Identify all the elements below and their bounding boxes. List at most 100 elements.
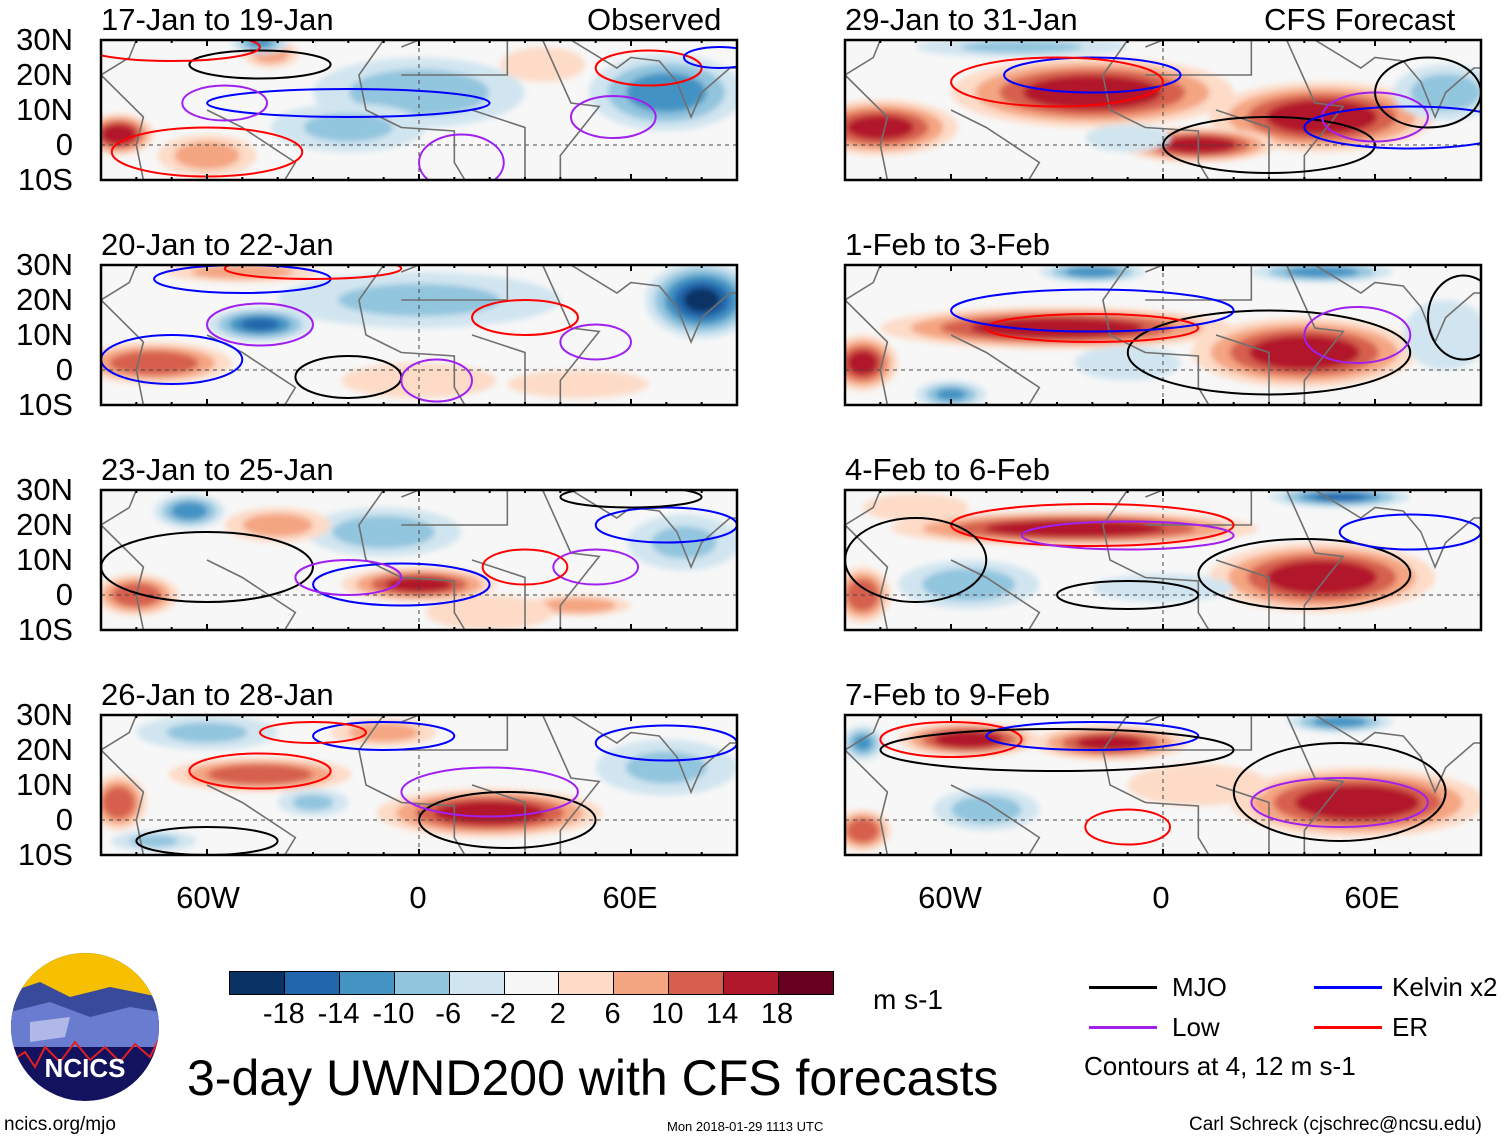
colorbar-swatch bbox=[669, 972, 725, 994]
wind-anomaly-mark bbox=[852, 822, 873, 839]
wind-anomaly-mark bbox=[1285, 266, 1359, 278]
wind-anomaly-mark bbox=[303, 113, 393, 142]
colorbar-swatch bbox=[504, 972, 560, 994]
lat-label: 10S bbox=[17, 837, 73, 872]
wind-anomaly-mark bbox=[846, 115, 914, 140]
contour-low bbox=[559, 323, 632, 361]
lat-label: 10S bbox=[17, 387, 73, 422]
legend-label-kelvin: Kelvin x2 bbox=[1392, 972, 1498, 1002]
map-panel bbox=[99, 488, 739, 632]
colorbar-label: -18 bbox=[262, 998, 305, 1030]
contour-kelvin bbox=[985, 721, 1200, 751]
contour-kelvin bbox=[1303, 105, 1481, 150]
contour-low bbox=[181, 84, 269, 122]
legend-line-low bbox=[1089, 1026, 1157, 1029]
contour-mjo bbox=[1126, 309, 1412, 396]
wind-anomaly-mark bbox=[507, 370, 649, 398]
contour-low bbox=[569, 95, 657, 139]
colorbar-label: -10 bbox=[372, 998, 415, 1030]
map-panel bbox=[99, 713, 739, 857]
contour-low bbox=[418, 133, 505, 180]
contour-kelvin bbox=[206, 88, 491, 118]
map-panel bbox=[843, 488, 1483, 632]
contour-mjo bbox=[1162, 116, 1376, 174]
contour-note: Contours at 4, 12 m s-1 bbox=[1084, 1051, 1356, 1081]
contour-low bbox=[400, 358, 473, 403]
lat-label: 0 bbox=[55, 127, 73, 162]
lat-label: 10S bbox=[17, 612, 73, 647]
contour-er bbox=[188, 752, 332, 790]
contour-er bbox=[950, 503, 1235, 547]
lat-label: 20N bbox=[16, 282, 73, 317]
contour-low bbox=[1303, 306, 1412, 364]
map-panel bbox=[99, 263, 739, 407]
lat-label: 0 bbox=[55, 577, 73, 612]
legend-line-er bbox=[1314, 1026, 1382, 1029]
contour-mjo bbox=[418, 791, 597, 849]
lat-label: 20N bbox=[16, 732, 73, 767]
contour-kelvin bbox=[312, 562, 491, 607]
contour-mjo bbox=[188, 49, 332, 80]
colorbar-swatch bbox=[559, 972, 615, 994]
wind-anomaly-mark bbox=[349, 69, 489, 116]
coastlines bbox=[845, 715, 1481, 855]
colorbar-label: -2 bbox=[490, 998, 516, 1030]
lat-label: 30N bbox=[16, 472, 73, 507]
contour-kelvin bbox=[950, 288, 1235, 333]
lat-label: 10S bbox=[17, 162, 73, 197]
wind-anomaly-mark bbox=[453, 602, 527, 623]
lat-label: 30N bbox=[16, 247, 73, 282]
lon-label-0-right: 0 bbox=[1152, 880, 1170, 915]
colorbar-label: 6 bbox=[604, 998, 621, 1030]
colorbar-label: 14 bbox=[706, 998, 739, 1030]
lat-label: 10N bbox=[16, 542, 73, 577]
wind-anomaly-mark bbox=[960, 40, 1083, 54]
panel-title: 23-Jan to 25-Jan bbox=[101, 452, 334, 487]
wind-anomaly-mark bbox=[1065, 266, 1120, 278]
wind-anomaly-mark bbox=[935, 388, 967, 401]
wind-anomaly-mark bbox=[242, 513, 313, 537]
ncics-logo: NCICS bbox=[11, 953, 159, 1101]
legend-line-kelvin bbox=[1314, 986, 1382, 989]
wind-anomaly-mark bbox=[555, 600, 601, 611]
wind-anomaly-mark bbox=[626, 72, 707, 113]
contour-er bbox=[985, 313, 1200, 343]
map-panel bbox=[99, 38, 739, 182]
wind-anomaly-mark bbox=[1316, 791, 1398, 814]
legend-line-mjo bbox=[1089, 986, 1157, 989]
wind-anomaly-mark bbox=[500, 47, 586, 82]
wind-anomaly-mark bbox=[1314, 493, 1366, 501]
contour-er bbox=[259, 721, 367, 744]
lat-label: 20N bbox=[16, 57, 73, 92]
contour-kelvin bbox=[683, 46, 737, 69]
colorbar bbox=[229, 971, 834, 995]
footer-link[interactable]: ncics.org/mjo bbox=[4, 1114, 116, 1135]
wind-anomaly-mark bbox=[1285, 566, 1359, 589]
wind-anomaly-mark bbox=[453, 805, 526, 821]
contour-low bbox=[1020, 520, 1235, 551]
legend-label-mjo: MJO bbox=[1172, 972, 1227, 1002]
colorbar-swatch bbox=[779, 972, 833, 994]
contour-er bbox=[481, 548, 569, 586]
colorbar-swatch bbox=[339, 972, 395, 994]
contour-low bbox=[294, 559, 403, 596]
lon-label-60e-left: 60E bbox=[602, 880, 658, 915]
wind-anomaly-mark bbox=[1268, 341, 1341, 364]
observed-label: Observed bbox=[587, 2, 722, 37]
wind-anomaly-mark bbox=[108, 792, 129, 813]
lat-label: 10N bbox=[16, 317, 73, 352]
wind-anomaly-mark bbox=[847, 350, 878, 376]
colorbar-swatch bbox=[394, 972, 450, 994]
wind-anomaly-mark bbox=[853, 735, 872, 751]
wind-anomaly-mark bbox=[683, 287, 720, 313]
wind-anomaly-mark bbox=[946, 733, 992, 746]
wind-anomaly-mark bbox=[922, 568, 1016, 601]
wind-anomaly-mark bbox=[1403, 300, 1481, 370]
contour-mjo bbox=[1232, 742, 1447, 842]
wind-anomaly-mark bbox=[166, 722, 248, 743]
wind-anomaly-mark bbox=[125, 355, 183, 371]
contour-mjo bbox=[879, 728, 1235, 772]
wind-anomaly-mark bbox=[348, 723, 419, 742]
contour-low bbox=[400, 766, 579, 818]
contour-er bbox=[594, 49, 703, 87]
